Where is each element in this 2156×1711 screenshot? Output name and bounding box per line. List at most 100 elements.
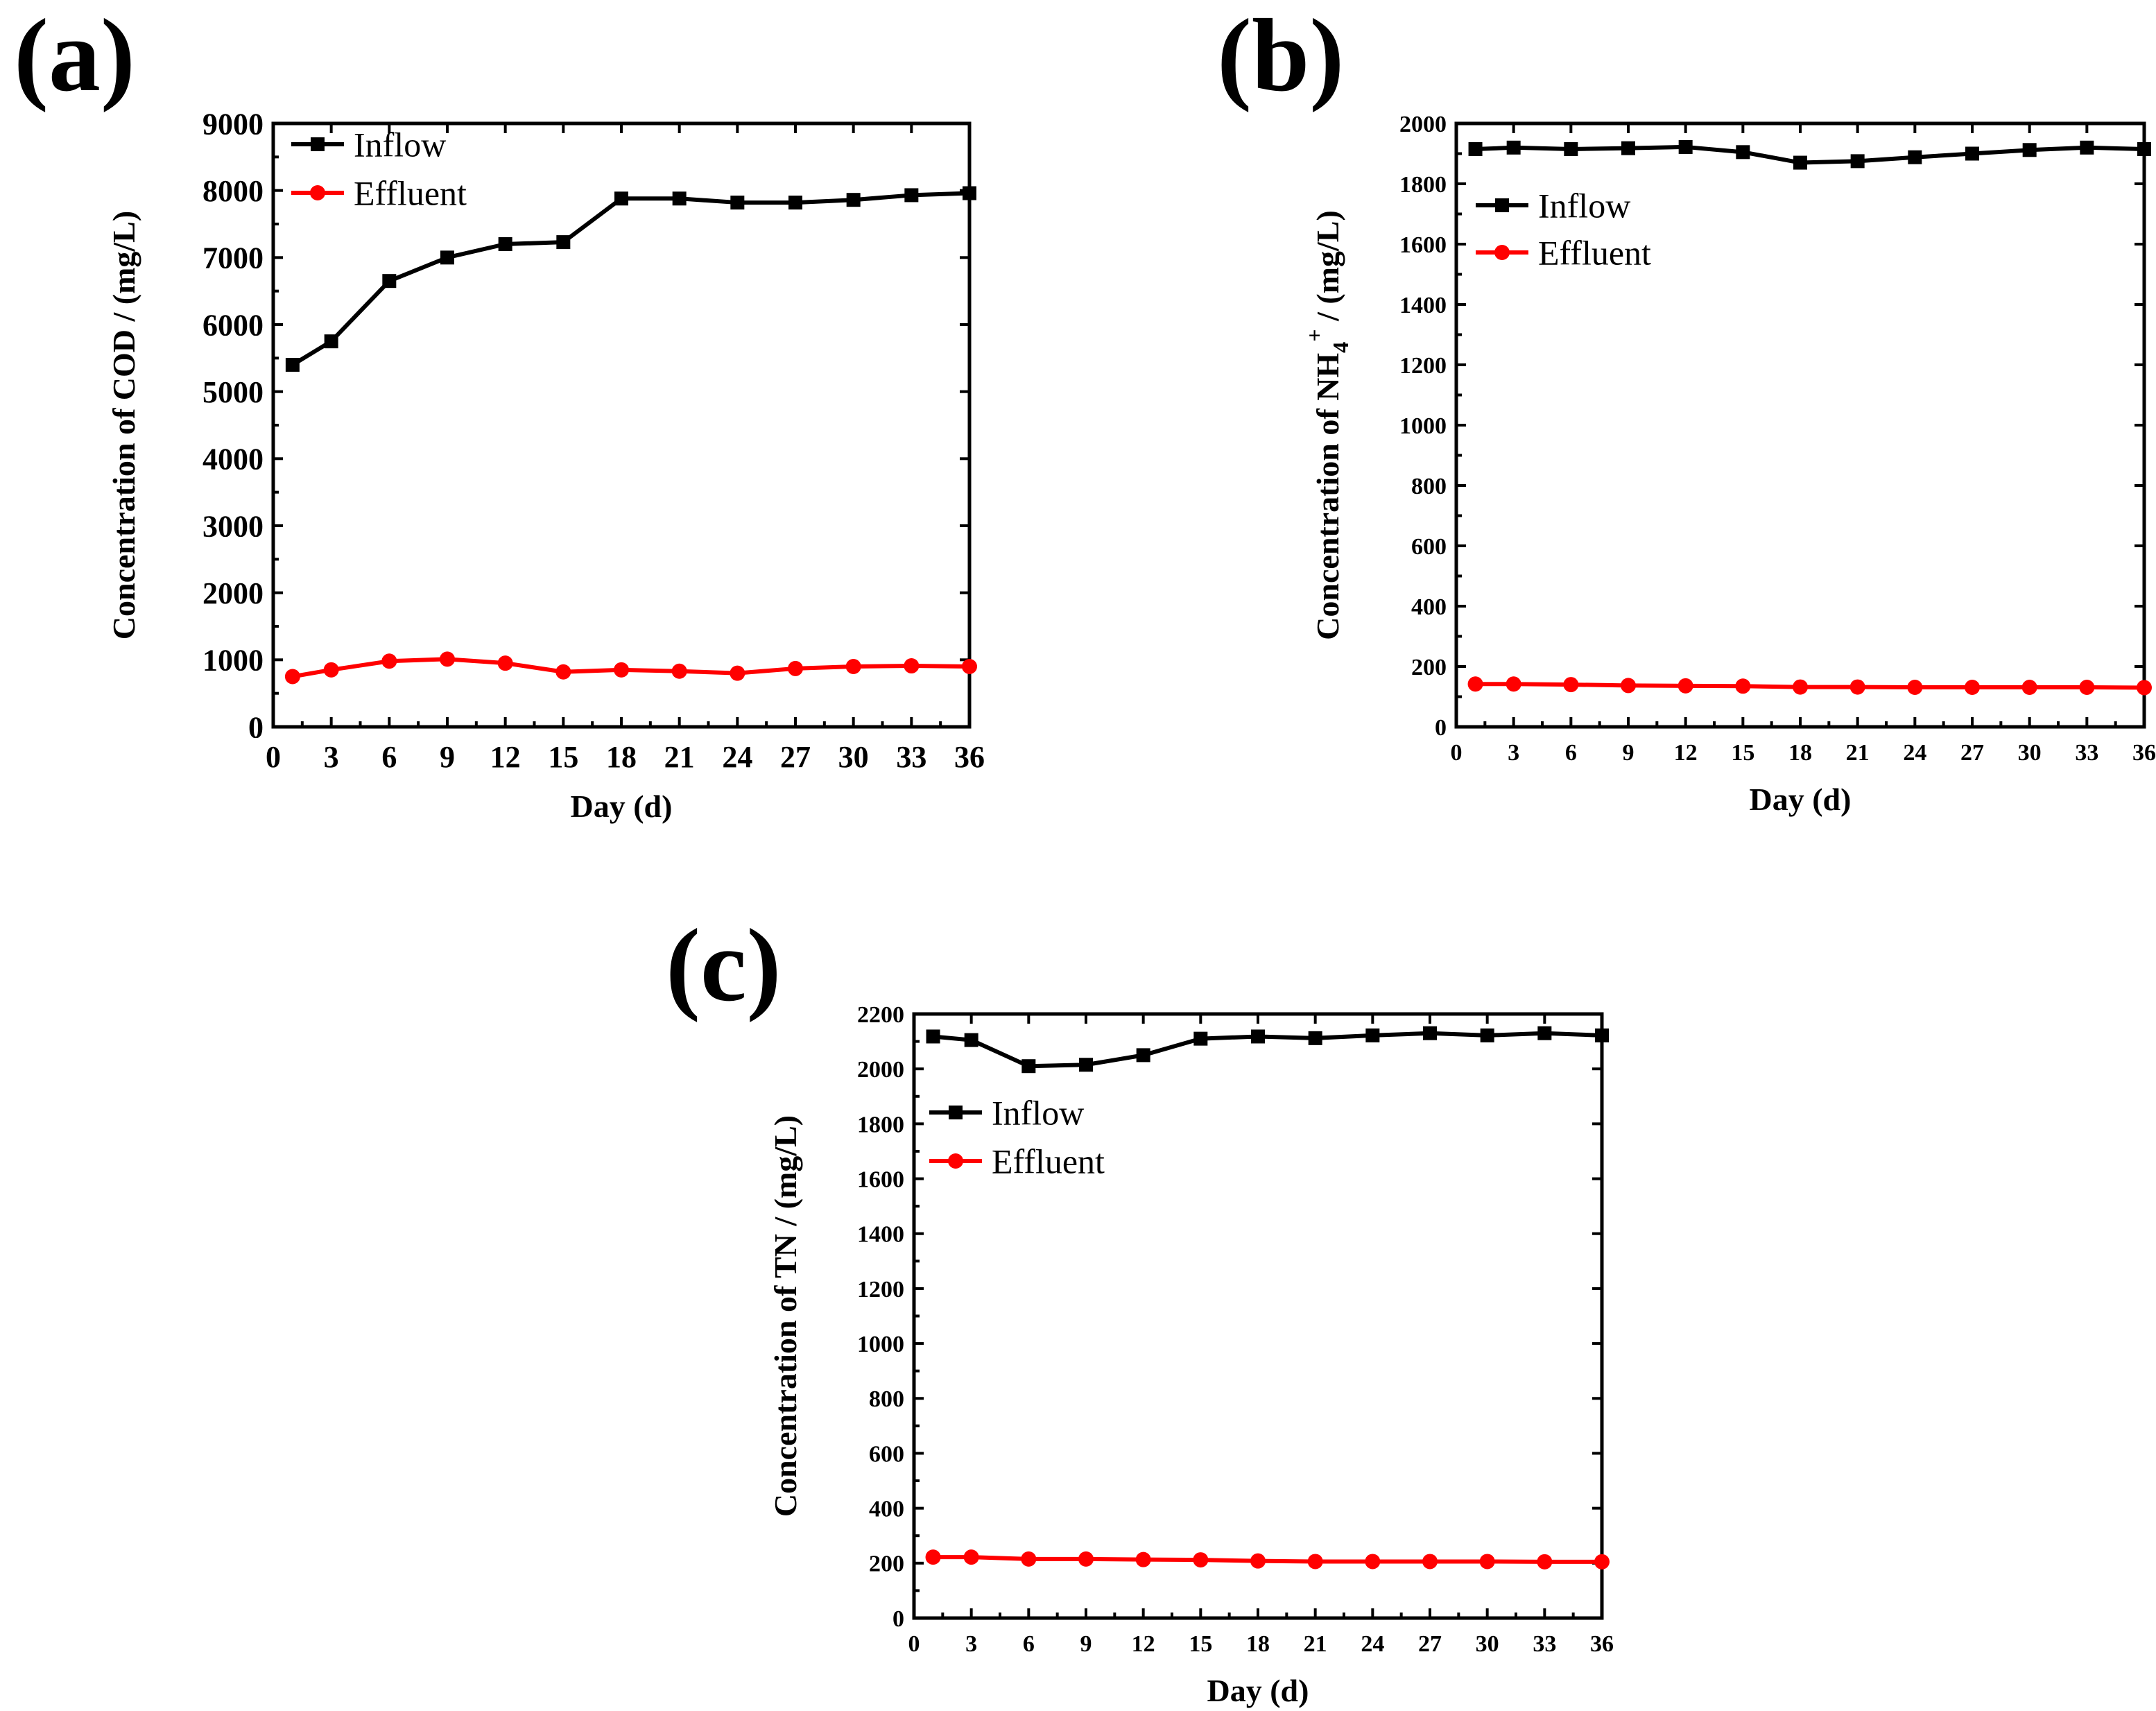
chart-panel-c: (c)0 3 6 9 12 15 18 21 24 27 30 33 36020040060080010… [666,908,1614,1708]
chart-panel-b: (b)0 3 6 9 12 15 18 21 24 27 30 33 36020040060080010… [1217,0,2156,817]
y-tick-label: 0 [892,1606,904,1632]
x-tick-label: 36 [954,740,985,774]
y-tick-label: 600 [1411,534,1447,560]
legend-label-inflow: Inflow [354,126,446,164]
x-tick-label: 24 [1361,1631,1384,1657]
data-point-inflow [1793,155,1807,170]
x-tick-label: 6 [1023,1631,1035,1657]
legend-label-inflow: Inflow [1538,187,1630,225]
data-point-effluent [1479,1554,1495,1570]
data-point-effluent [1422,1554,1438,1570]
series-inflow [1468,139,2151,170]
data-point-effluent [904,658,920,674]
legend-marker-square [949,1106,963,1119]
data-point-inflow [1595,1028,1609,1042]
x-tick-label: 21 [1846,740,1870,766]
y-tick-label: 3000 [202,509,264,543]
y-tick-label: 6000 [202,308,264,342]
data-point-effluent [671,663,687,679]
series-effluent [1467,676,2152,696]
data-point-effluent [1506,676,1521,692]
data-point-effluent [1793,679,1808,695]
data-point-effluent [1537,1554,1553,1570]
data-point-effluent [381,653,397,669]
y-tick-label: 4000 [202,442,264,476]
data-point-inflow [1423,1026,1437,1040]
data-point-inflow [2080,140,2094,155]
y-tick-label: 1000 [857,1332,904,1357]
y-tick-label: 1800 [857,1112,904,1137]
x-tick-label: 24 [1903,740,1926,766]
legend-marker-circle [1494,245,1510,260]
data-point-inflow [730,196,745,210]
data-point-effluent [962,659,977,674]
legend-marker-square [311,137,325,151]
x-tick-label: 21 [1304,1631,1327,1657]
data-point-inflow [1480,1028,1494,1042]
data-point-inflow [1468,141,1483,156]
y-tick-label: 7000 [202,241,264,275]
x-tick-label: 15 [1189,1631,1212,1657]
data-point-effluent [1907,680,1923,696]
data-point-effluent [1621,678,1636,694]
data-point-effluent [1594,1554,1610,1570]
x-axis-title: Day (d) [1207,1673,1309,1708]
data-point-inflow [556,235,571,250]
data-point-effluent [555,664,571,680]
x-tick-label: 6 [1565,740,1577,766]
data-point-effluent [1021,1551,1037,1567]
data-point-effluent [1735,678,1751,694]
data-point-inflow [672,191,687,206]
y-tick-label: 1600 [857,1167,904,1192]
data-point-inflow [1678,139,1693,154]
data-point-inflow [1021,1059,1036,1074]
x-tick-label: 30 [1476,1631,1499,1657]
y-tick-label: 0 [1435,715,1447,741]
data-point-inflow [614,191,628,206]
x-axis-title: Day (d) [571,789,673,824]
data-point-effluent [1965,680,1980,696]
data-point-inflow [1965,146,1979,161]
data-point-inflow [324,334,338,349]
y-axis-title-part: Concentration of NH [1310,353,1345,640]
data-point-effluent [614,662,629,678]
panel-label: (b) [1217,0,1344,113]
panel-label: (a) [14,0,135,113]
y-tick-label: 800 [1411,474,1447,499]
data-point-inflow [285,358,300,372]
x-tick-label: 27 [780,740,811,774]
legend-label-effluent: Effluent [1538,234,1651,273]
series-effluent [284,651,977,685]
x-tick-label: 15 [548,740,578,774]
y-tick-label: 200 [1411,655,1447,680]
y-tick-label: 2000 [857,1057,904,1083]
y-tick-label: 5000 [202,375,264,409]
x-axis-title: Day (d) [1750,782,1852,817]
data-point-inflow [1308,1031,1322,1045]
x-tick-label: 3 [965,1631,977,1657]
data-point-inflow [846,193,861,207]
data-point-effluent [1250,1553,1266,1569]
y-tick-label: 400 [1411,594,1447,620]
data-point-effluent [1135,1551,1151,1567]
x-tick-label: 0 [908,1631,920,1657]
y-tick-label: 800 [869,1386,904,1412]
x-tick-label: 33 [1533,1631,1556,1657]
y-tick-label: 8000 [202,174,264,208]
data-point-effluent [1307,1554,1323,1570]
legend: Inflow Effluent [291,126,467,213]
y-tick-label: 1200 [857,1277,904,1302]
y-tick-label: 1400 [1399,293,1447,318]
y-tick-label: 1200 [1399,353,1447,379]
y-tick-label: 1400 [857,1222,904,1248]
x-tick-label: 9 [440,740,455,774]
data-point-inflow [1537,1026,1552,1040]
data-point-effluent [1193,1552,1209,1568]
x-tick-label: 36 [2132,740,2156,766]
data-point-inflow [2137,141,2151,156]
data-point-inflow [2022,143,2037,157]
data-point-inflow [498,237,512,251]
y-tick-label: 9000 [202,107,264,141]
